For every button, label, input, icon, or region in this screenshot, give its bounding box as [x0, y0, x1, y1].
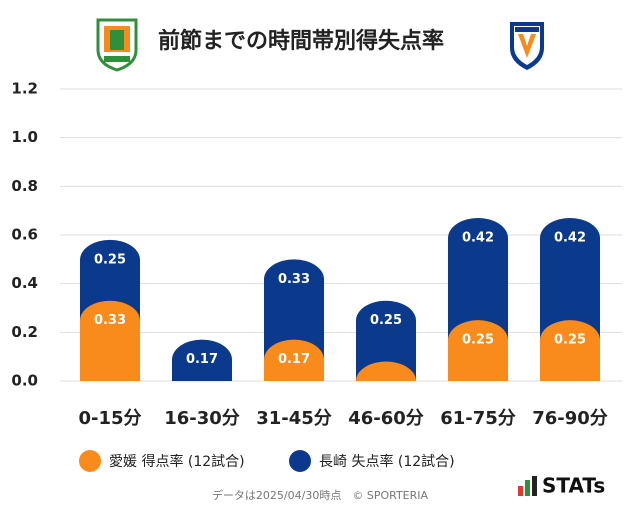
data-label: 0.33 [278, 272, 310, 287]
bar [540, 217, 600, 341]
away-logo [510, 22, 544, 70]
chart-title: 前節までの時間帯別得失点率 [158, 28, 444, 54]
legend-label: 長崎 失点率 (12試合) [319, 453, 455, 470]
bar [172, 339, 232, 381]
data-label: 0.25 [462, 333, 494, 348]
bar [80, 239, 140, 321]
legend-marker [79, 450, 101, 472]
plot: 0.0 0.2 0.4 0.6 0.8 1.0 1.2 0-15分 0.25 0.33 16-30分… [11, 80, 622, 472]
data-label: 0.17 [186, 352, 218, 367]
bar [80, 300, 140, 381]
y-tick-label: 1.0 [11, 128, 38, 146]
y-tick-label: 0.0 [11, 372, 38, 390]
y-tick-label: 0.6 [11, 226, 38, 244]
data-label: 0.17 [278, 352, 310, 367]
bar [540, 320, 600, 381]
x-tick-label: 0-15分 [78, 408, 141, 429]
y-tick-label: 0.2 [11, 323, 38, 341]
data-label: 0.25 [94, 252, 126, 267]
y-tick-label: 0.4 [11, 274, 38, 292]
legend-marker [289, 450, 311, 472]
bar [356, 300, 416, 381]
data-label: 0.42 [462, 230, 494, 245]
home-logo [96, 18, 138, 72]
footnote: データは2025/04/30時点 © SPORTERIA [212, 488, 429, 502]
x-tick-label: 46-60分 [348, 408, 424, 429]
data-label: 0.33 [94, 313, 126, 328]
x-tick-label: 31-45分 [256, 408, 332, 429]
bar [356, 361, 416, 381]
y-tick-label: 0.8 [11, 177, 38, 195]
brand: STATs [542, 474, 605, 498]
y-tick-label: 1.2 [11, 80, 38, 98]
data-label: 0.25 [370, 313, 402, 328]
bar [448, 217, 508, 341]
data-label: 0.42 [554, 230, 586, 245]
x-tick-label: 16-30分 [164, 408, 240, 429]
x-tick-label: 76-90分 [532, 408, 608, 429]
brand-logo [518, 476, 537, 496]
bar [448, 320, 508, 381]
bar [264, 339, 324, 381]
legend-label: 愛媛 得点率 (12試合) [109, 453, 245, 470]
data-label: 0.25 [554, 333, 586, 348]
x-tick-label: 61-75分 [440, 408, 516, 429]
bar [264, 259, 324, 360]
